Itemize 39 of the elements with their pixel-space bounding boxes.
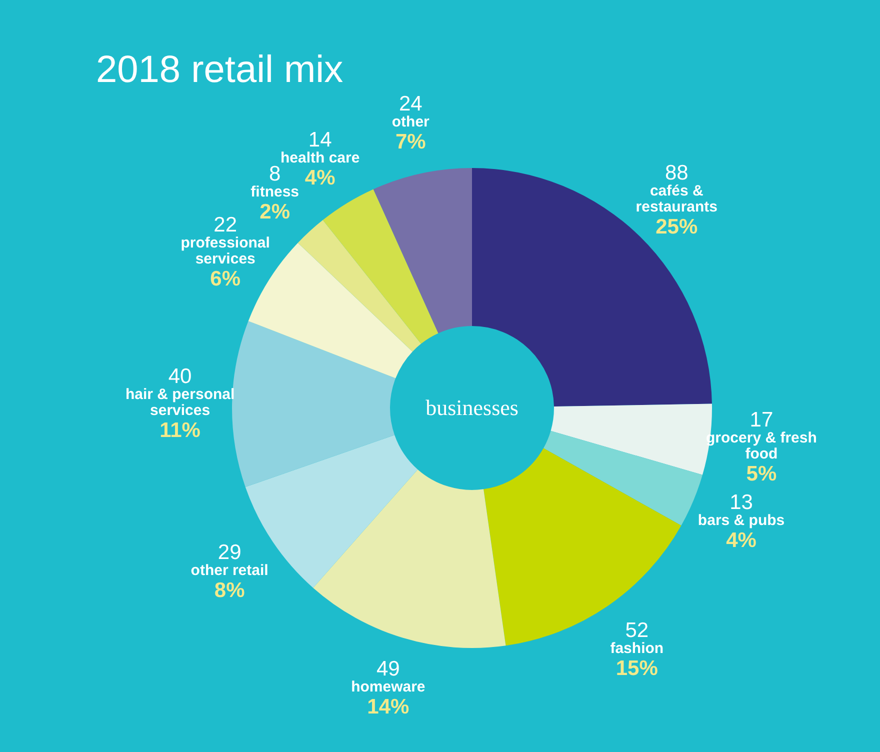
data-label: 14 xyxy=(308,128,332,152)
slice-label: cafés & restaurants xyxy=(636,182,718,216)
slice-label: other xyxy=(392,114,430,131)
donut-slice xyxy=(313,469,506,648)
donut-slice xyxy=(373,168,472,334)
slice-label: health care xyxy=(280,150,360,167)
text: 8% xyxy=(214,578,245,602)
slice-label: bars & pubs xyxy=(698,512,785,529)
chart-title: 2018 retail mix xyxy=(96,49,344,91)
slice-label: professional services xyxy=(180,234,270,268)
slice-label: fitness xyxy=(250,184,300,201)
slice-label: homeware xyxy=(351,678,426,696)
text: 4% xyxy=(304,166,336,190)
data-label: 88 xyxy=(664,162,688,185)
data-label: 8 xyxy=(268,162,281,186)
donut-slice xyxy=(322,189,438,344)
data-label: 22 xyxy=(214,214,238,237)
slice-label: hair & personal services xyxy=(125,386,235,419)
data-label: 52 xyxy=(625,618,649,642)
slice-label: other retail xyxy=(190,562,268,579)
data-label: 29 xyxy=(218,540,242,564)
text: 4% xyxy=(726,528,756,552)
text: 15% xyxy=(616,656,658,680)
slice-label: fashion xyxy=(610,640,664,657)
text: 6% xyxy=(210,268,241,291)
text: 5% xyxy=(746,462,777,486)
donut-slice xyxy=(298,220,422,352)
text: 25% xyxy=(656,216,698,239)
data-label: 24 xyxy=(398,92,423,116)
data-label: 13 xyxy=(730,490,753,514)
text: 11% xyxy=(160,418,200,442)
data-label: 40 xyxy=(168,364,192,388)
data-label: 49 xyxy=(376,658,400,681)
text: 7% xyxy=(395,130,426,154)
data-label: 17 xyxy=(750,408,774,432)
donut-slice xyxy=(232,321,396,487)
text: 14% xyxy=(367,696,410,719)
text: 2% xyxy=(260,200,290,224)
text: businesses xyxy=(426,395,518,420)
